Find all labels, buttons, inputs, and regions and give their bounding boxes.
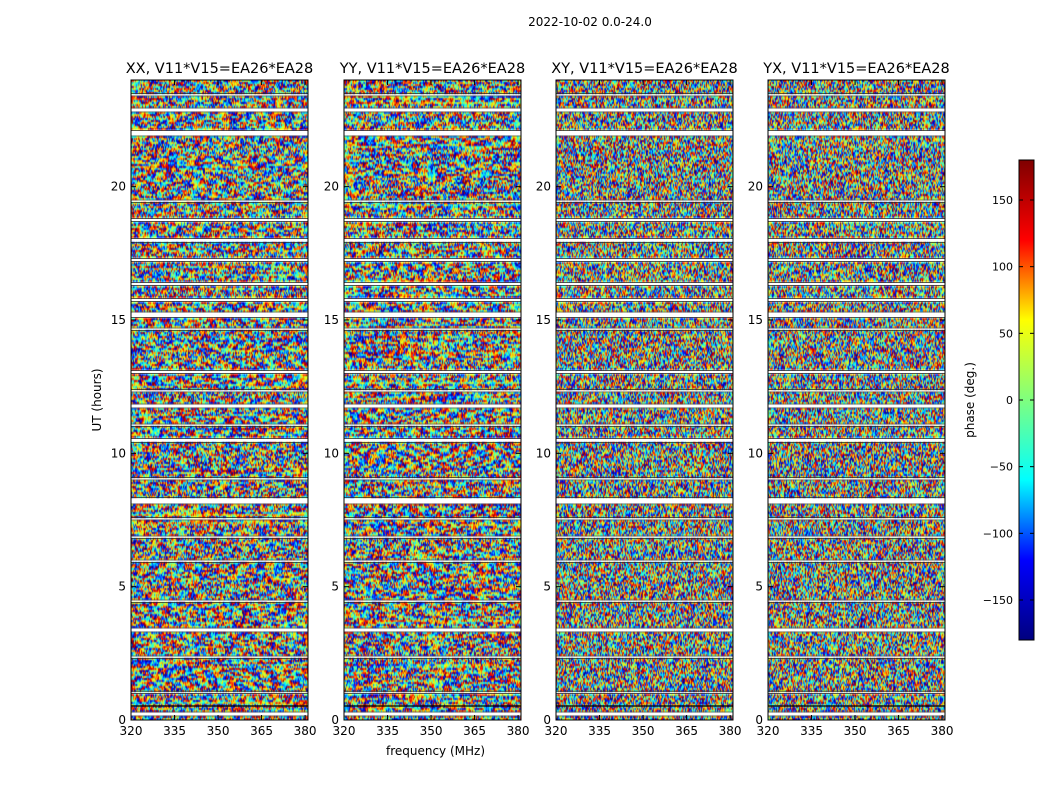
- axes-frame: [767, 79, 946, 721]
- y-tick-label: 0: [331, 713, 339, 727]
- x-tick-label: 380: [507, 724, 530, 738]
- colorbar-tick-label: 50: [999, 327, 1013, 340]
- x-tick-label: 365: [250, 724, 273, 738]
- y-tick-label: 5: [118, 580, 126, 594]
- x-tick-label: 365: [463, 724, 486, 738]
- x-tick-label: 335: [163, 724, 186, 738]
- panel-title: YX, V11*V15=EA26*EA28: [762, 61, 949, 77]
- colorbar-label: phase (deg.): [963, 362, 977, 438]
- y-tick-label: 10: [748, 446, 763, 460]
- y-tick-label: 20: [111, 180, 126, 194]
- y-tick-label: 5: [755, 580, 763, 594]
- x-tick-label: 320: [545, 724, 568, 738]
- x-tick-label: 335: [800, 724, 823, 738]
- x-tick-label: 380: [931, 724, 954, 738]
- axes-frame: [555, 79, 734, 721]
- colorbar: 150 100 50 0 −50 −100 −150 phase (deg.): [963, 159, 1035, 641]
- colorbar-tick-label: −100: [983, 527, 1013, 540]
- colorbar-tick-label: 100: [992, 261, 1013, 274]
- x-axis-label: frequency (MHz): [386, 744, 485, 758]
- panel-title: XY, V11*V15=EA26*EA28: [551, 61, 737, 77]
- x-tick-label: 350: [844, 724, 867, 738]
- colorbar-tick-label: 150: [992, 194, 1013, 207]
- heatmap-image: [768, 80, 945, 720]
- x-tick-label: 350: [420, 724, 443, 738]
- panels: 320 335 350 365 380 0 5 10 15 20 XX, V11*V15=EA26*…: [90, 61, 954, 758]
- figure-suptitle: 2022-10-02 0.0-24.0: [528, 15, 652, 29]
- panel-3: 320 335 350 365 380 0 5 10 15 20 XY, V11*V15=EA26*…: [536, 61, 742, 738]
- y-tick-label: 15: [536, 313, 551, 327]
- x-tick-label: 365: [887, 724, 910, 738]
- y-tick-label: 10: [111, 446, 126, 460]
- heatmap-image: [131, 80, 308, 720]
- y-tick-label: 10: [324, 446, 339, 460]
- panel-4: 320 335 350 365 380 0 5 10 15 20 YX, V11*V15=EA26*…: [748, 61, 954, 738]
- x-tick-label: 320: [333, 724, 356, 738]
- panel-1: 320 335 350 365 380 0 5 10 15 20 XX, V11*V15=EA26*…: [90, 61, 317, 738]
- axes-frame: [130, 79, 309, 721]
- heatmap-image: [344, 80, 521, 720]
- x-tick-label: 335: [376, 724, 399, 738]
- x-tick-label: 320: [120, 724, 143, 738]
- y-tick-label: 10: [536, 446, 551, 460]
- y-tick-label: 0: [118, 713, 126, 727]
- y-tick-label: 20: [536, 180, 551, 194]
- y-tick-label: 0: [755, 713, 763, 727]
- panel-2: 320 335 350 365 380 0 5 10 15 20 YY, V11*V15=EA26*…: [324, 61, 530, 758]
- y-tick-label: 15: [324, 313, 339, 327]
- x-tick-label: 350: [632, 724, 655, 738]
- panel-title: XX, V11*V15=EA26*EA28: [126, 61, 314, 77]
- colorbar-tick-label: −150: [983, 594, 1013, 607]
- axes-frame: [343, 79, 522, 721]
- x-tick-label: 380: [719, 724, 742, 738]
- y-tick-label: 5: [331, 580, 339, 594]
- colorbar-tick-label: 0: [1006, 394, 1013, 407]
- x-tick-label: 335: [588, 724, 611, 738]
- panel-title: YY, V11*V15=EA26*EA28: [339, 61, 525, 77]
- y-tick-label: 15: [748, 313, 763, 327]
- y-axis-label: UT (hours): [90, 368, 104, 431]
- y-tick-label: 0: [543, 713, 551, 727]
- y-tick-label: 15: [111, 313, 126, 327]
- x-tick-label: 365: [675, 724, 698, 738]
- heatmap-image: [556, 80, 733, 720]
- y-tick-label: 5: [543, 580, 551, 594]
- colorbar-tick-label: −50: [990, 461, 1013, 474]
- y-tick-label: 20: [324, 180, 339, 194]
- x-tick-label: 380: [294, 724, 317, 738]
- x-tick-label: 320: [757, 724, 780, 738]
- y-tick-label: 20: [748, 180, 763, 194]
- x-tick-label: 350: [207, 724, 230, 738]
